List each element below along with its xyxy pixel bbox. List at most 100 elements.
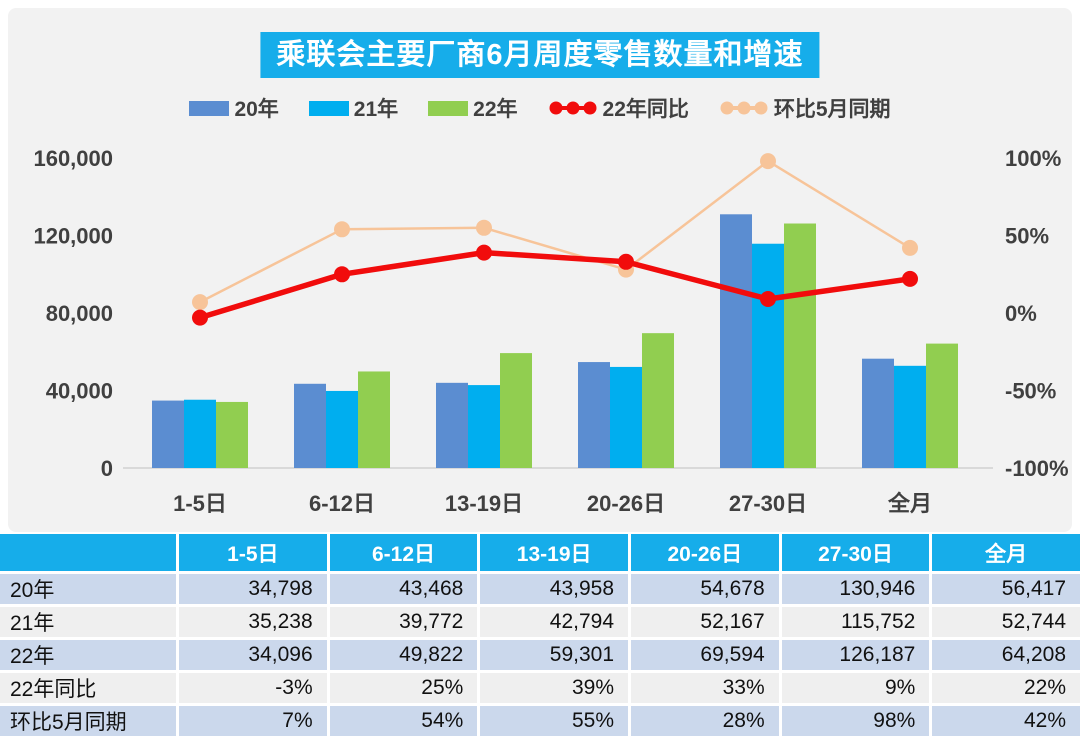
left-axis-tick: 160,000 bbox=[33, 146, 113, 171]
bar-22年-13-19日 bbox=[500, 353, 532, 468]
legend-item-环比5月同期: 环比5月同期 bbox=[719, 93, 891, 123]
x-category-label: 13-19日 bbox=[445, 491, 523, 516]
bar-21年-13-19日 bbox=[468, 385, 500, 468]
table-header-cell: 6-12日 bbox=[329, 534, 478, 571]
table-header-cell: 13-19日 bbox=[480, 534, 628, 571]
table-cell: 55% bbox=[480, 706, 628, 736]
marker-22年同比-1-5日 bbox=[192, 309, 208, 326]
table-cell: 42,794 bbox=[480, 607, 628, 637]
x-category-label: 27-30日 bbox=[729, 491, 807, 516]
table-cell: 43,958 bbox=[480, 574, 628, 604]
combo-chart: 0 40,000 80,000 120,000 160,000 -100% -50% 0% 50… bbox=[33, 146, 1069, 516]
marker-22年同比-20-26日 bbox=[618, 253, 634, 270]
table-cell: 56,417 bbox=[932, 574, 1080, 604]
left-axis-tick: 0 bbox=[101, 456, 113, 481]
table-cell: 39% bbox=[480, 673, 628, 703]
table-cell: 52,167 bbox=[631, 607, 779, 637]
right-axis-tick: 50% bbox=[1005, 224, 1049, 249]
x-category-label: 全月 bbox=[887, 491, 932, 516]
x-category-label: 6-12日 bbox=[309, 491, 375, 516]
x-category-label: 1-5日 bbox=[173, 491, 227, 516]
left-axis-tick: 80,000 bbox=[46, 301, 113, 326]
bar-21年-全月 bbox=[894, 365, 926, 468]
table-cell: 54% bbox=[329, 706, 478, 736]
legend-swatch-line bbox=[549, 101, 597, 115]
table-header-cell: 全月 bbox=[932, 534, 1080, 571]
bar-20年-6-12日 bbox=[294, 383, 326, 468]
bar-21年-6-12日 bbox=[326, 390, 358, 468]
bar-22年-6-12日 bbox=[358, 371, 390, 468]
marker-环比5月同期-13-19日 bbox=[476, 219, 492, 236]
legend-swatch-bar bbox=[428, 100, 469, 116]
table-cell: 39,772 bbox=[329, 607, 478, 637]
table-row-label: 22年 bbox=[0, 640, 176, 670]
table-cell: 7% bbox=[179, 706, 327, 736]
bar-21年-20-26日 bbox=[610, 366, 642, 468]
legend-swatch-line bbox=[720, 101, 768, 115]
left-axis-tick: 120,000 bbox=[33, 224, 113, 249]
line-22年同比 bbox=[199, 249, 911, 321]
table-cell: 9% bbox=[781, 673, 930, 703]
table-cell: 42% bbox=[932, 706, 1080, 736]
table-cell: 59,301 bbox=[480, 640, 628, 670]
marker-22年同比-6-12日 bbox=[334, 266, 350, 283]
marker-22年同比-13-19日 bbox=[476, 244, 492, 261]
bar-20年-全月 bbox=[862, 358, 894, 468]
legend-swatch-bar bbox=[308, 100, 349, 116]
marker-环比5月同期-6-12日 bbox=[334, 221, 350, 238]
table-cell: 28% bbox=[631, 706, 779, 736]
table-header-cell bbox=[0, 534, 176, 571]
table-row-label: 22年同比 bbox=[0, 673, 176, 703]
table-cell: 35,238 bbox=[179, 607, 327, 637]
legend-label: 21年 bbox=[353, 98, 399, 121]
legend-label: 22年 bbox=[473, 98, 518, 121]
table-header-cell: 20-26日 bbox=[631, 534, 779, 571]
line-环比5月同期 bbox=[199, 159, 911, 304]
marker-22年同比-27-30日 bbox=[760, 291, 776, 307]
legend-swatch-bar bbox=[189, 100, 230, 116]
chart-legend: 20年 21年 22年 22年同比 环比5月同期 bbox=[8, 94, 1072, 122]
bar-21年-27-30日 bbox=[752, 243, 784, 468]
bar-21年-1-5日 bbox=[184, 399, 216, 468]
legend-item-21年: 21年 bbox=[308, 93, 399, 123]
chart-panel: 乘联会主要厂商6月周度零售数量和增速 20年 21年 22年 22年同比 环比5月同期 … bbox=[8, 8, 1072, 532]
table-cell: 115,752 bbox=[781, 607, 930, 637]
marker-环比5月同期-全月 bbox=[902, 239, 918, 256]
bar-20年-1-5日 bbox=[152, 400, 184, 468]
right-axis-tick: -50% bbox=[1005, 379, 1056, 404]
table-row-label: 21年 bbox=[0, 607, 176, 637]
left-axis-tick: 40,000 bbox=[46, 379, 113, 404]
table-cell: 43,468 bbox=[329, 574, 478, 604]
table-cell: 54,678 bbox=[631, 574, 779, 604]
table-cell: 34,096 bbox=[179, 640, 327, 670]
bar-20年-27-30日 bbox=[720, 214, 752, 468]
table-cell: -3% bbox=[179, 673, 327, 703]
right-axis-tick: -100% bbox=[1005, 456, 1069, 481]
table-row-label: 20年 bbox=[0, 574, 176, 604]
table-cell: 33% bbox=[631, 673, 779, 703]
marker-环比5月同期-1-5日 bbox=[192, 294, 208, 311]
bar-22年-27-30日 bbox=[784, 223, 816, 468]
bar-22年-全月 bbox=[926, 343, 958, 468]
legend-item-20年: 20年 bbox=[189, 93, 279, 123]
table-cell: 22% bbox=[932, 673, 1080, 703]
table-cell: 130,946 bbox=[781, 574, 930, 604]
data-table: 1-5日 6-12日 13-19日 20-26日 27-30日 全月 20年 34,798 43… bbox=[0, 534, 1080, 736]
legend-label: 22年同比 bbox=[602, 98, 689, 121]
marker-22年同比-全月 bbox=[902, 270, 918, 287]
table-cell: 49,822 bbox=[329, 640, 478, 670]
table-cell: 64,208 bbox=[932, 640, 1080, 670]
bar-20年-20-26日 bbox=[578, 362, 610, 468]
legend-item-22年同比: 22年同比 bbox=[548, 93, 689, 123]
x-category-label: 20-26日 bbox=[587, 491, 665, 516]
table-cell: 126,187 bbox=[781, 640, 930, 670]
table-header-cell: 27-30日 bbox=[781, 534, 930, 571]
table-cell: 52,744 bbox=[932, 607, 1080, 637]
bar-22年-1-5日 bbox=[216, 401, 248, 468]
table-row-label: 环比5月同期 bbox=[0, 706, 176, 736]
bar-20年-13-19日 bbox=[436, 382, 468, 468]
legend-label: 环比5月同期 bbox=[773, 98, 891, 121]
table-header-cell: 1-5日 bbox=[179, 534, 327, 571]
table-cell: 34,798 bbox=[179, 574, 327, 604]
legend-label: 20年 bbox=[234, 98, 279, 121]
